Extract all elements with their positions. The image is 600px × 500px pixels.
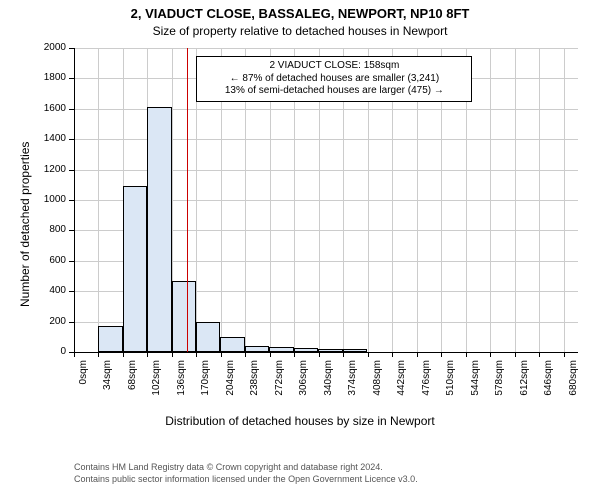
histogram-bar: [172, 281, 196, 352]
x-tick-label: 170sqm: [200, 360, 211, 420]
x-tick-label: 578sqm: [494, 360, 505, 420]
y-tick-label: 1200: [32, 164, 66, 175]
y-axis-line: [74, 48, 75, 352]
footer-attribution: Contains HM Land Registry data © Crown c…: [74, 462, 418, 485]
x-tick-label: 408sqm: [372, 360, 383, 420]
y-tick-label: 1600: [32, 103, 66, 114]
x-tick-label: 204sqm: [225, 360, 236, 420]
x-tick-label: 136sqm: [176, 360, 187, 420]
y-tick-label: 1400: [32, 133, 66, 144]
footer-line-1: Contains HM Land Registry data © Crown c…: [74, 462, 418, 474]
x-tick-label: 0sqm: [78, 360, 89, 420]
reference-marker-line: [187, 48, 188, 352]
y-tick-label: 1800: [32, 72, 66, 83]
y-tick-label: 600: [32, 255, 66, 266]
x-tick-label: 68sqm: [127, 360, 138, 420]
chart-container: { "chart": { "type": "histogram", "title…: [0, 0, 600, 500]
x-tick-label: 272sqm: [274, 360, 285, 420]
x-tick-label: 238sqm: [249, 360, 260, 420]
y-tick-label: 800: [32, 224, 66, 235]
y-axis-label: Number of detached properties: [18, 142, 32, 307]
annotation-line: ← 87% of detached houses are smaller (3,…: [201, 73, 467, 86]
y-tick-label: 200: [32, 316, 66, 327]
chart-title-sub: Size of property relative to detached ho…: [0, 24, 600, 38]
x-tick-label: 374sqm: [347, 360, 358, 420]
annotation-line: 13% of semi-detached houses are larger (…: [201, 85, 467, 98]
chart-title-main: 2, VIADUCT CLOSE, BASSALEG, NEWPORT, NP1…: [0, 6, 600, 21]
x-tick-label: 544sqm: [470, 360, 481, 420]
annotation-box: 2 VIADUCT CLOSE: 158sqm← 87% of detached…: [196, 56, 472, 102]
y-tick-label: 2000: [32, 42, 66, 53]
plot-area: 02004006008001000120014001600180020000sq…: [74, 48, 578, 352]
x-tick-label: 442sqm: [396, 360, 407, 420]
annotation-line: 2 VIADUCT CLOSE: 158sqm: [201, 60, 467, 73]
histogram-bar: [98, 326, 122, 352]
histogram-bar: [220, 337, 244, 352]
gridline-v: [490, 48, 491, 352]
footer-line-2: Contains public sector information licen…: [74, 474, 418, 486]
x-tick-label: 34sqm: [102, 360, 113, 420]
gridline-v: [564, 48, 565, 352]
x-tick-label: 510sqm: [445, 360, 456, 420]
histogram-bar: [196, 322, 220, 352]
x-tick-label: 340sqm: [323, 360, 334, 420]
gridline-v: [98, 48, 99, 352]
y-tick-label: 400: [32, 285, 66, 296]
x-tick-label: 306sqm: [298, 360, 309, 420]
y-tick-label: 1000: [32, 194, 66, 205]
x-tick-label: 680sqm: [568, 360, 579, 420]
y-tick-label: 0: [32, 346, 66, 357]
x-tick-label: 476sqm: [421, 360, 432, 420]
gridline-v: [515, 48, 516, 352]
gridline-v: [539, 48, 540, 352]
x-axis-line: [74, 352, 578, 353]
x-tick-label: 102sqm: [151, 360, 162, 420]
gridline-h: [74, 48, 578, 49]
x-tick-label: 646sqm: [543, 360, 554, 420]
x-tick-label: 612sqm: [519, 360, 530, 420]
histogram-bar: [123, 186, 147, 352]
histogram-bar: [147, 107, 171, 352]
